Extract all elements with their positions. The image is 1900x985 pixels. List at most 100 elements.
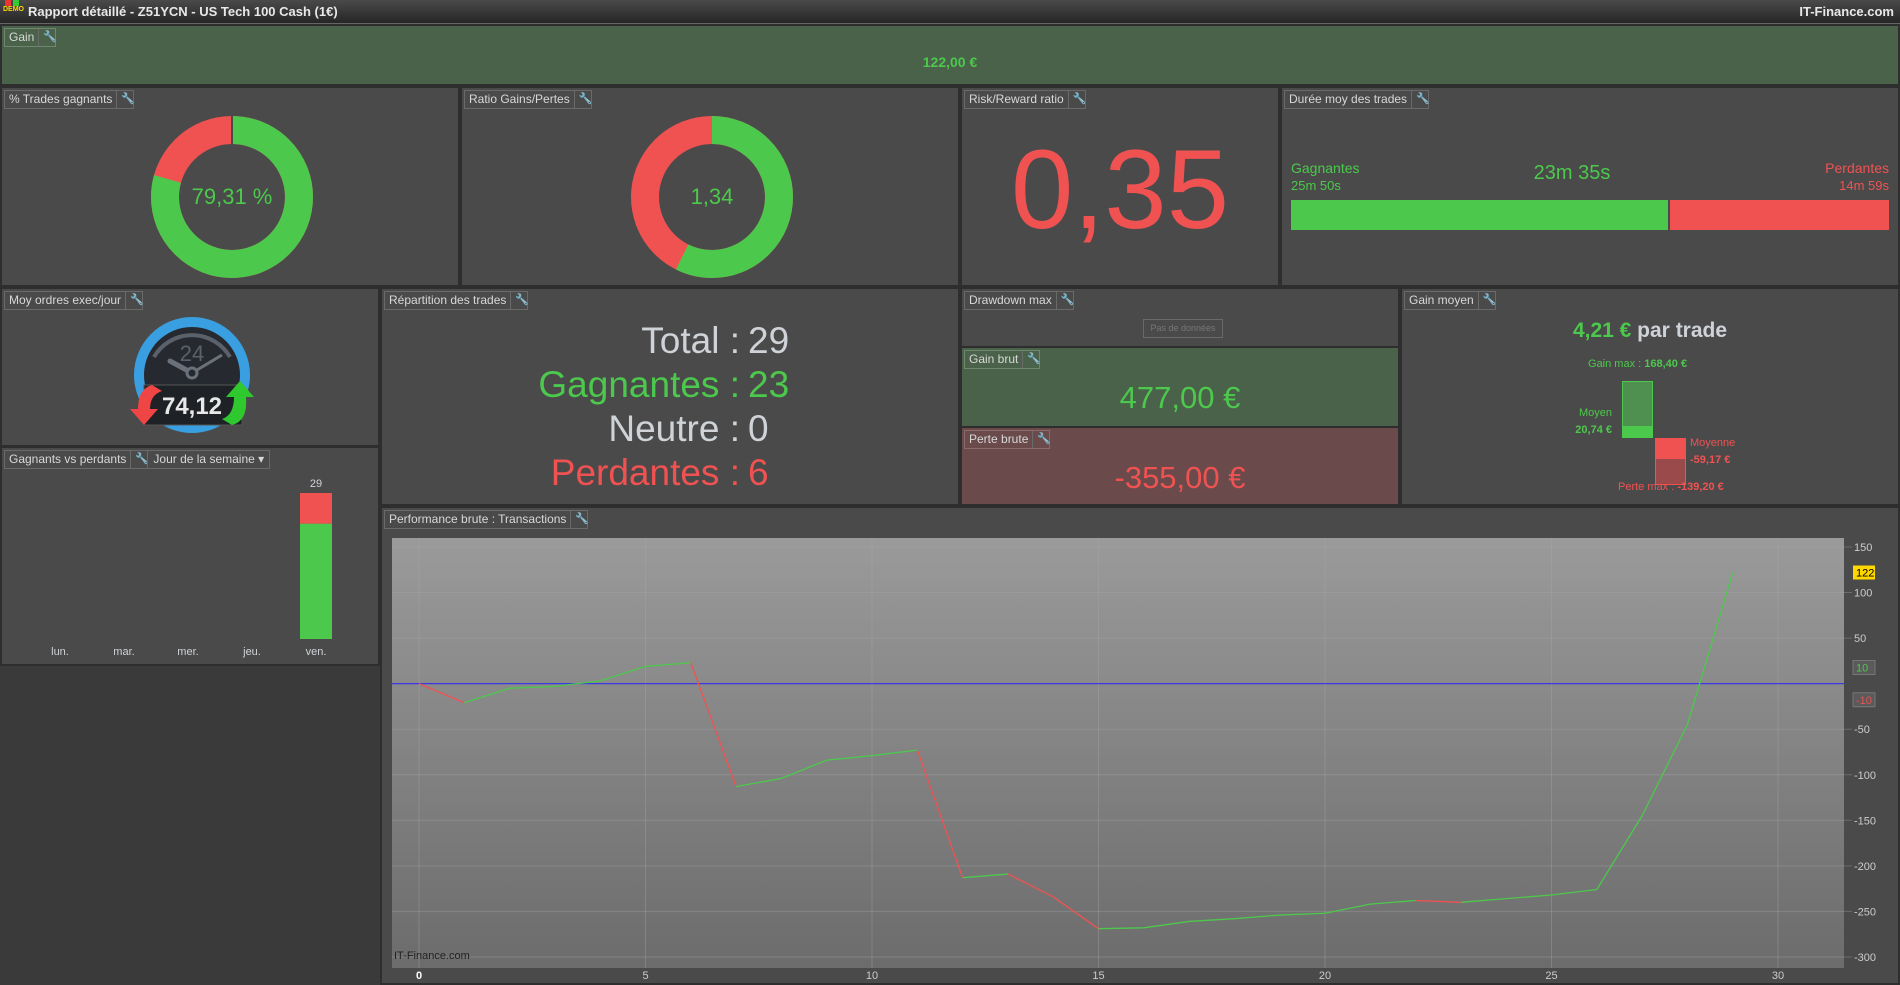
line-segment [1234, 914, 1280, 920]
wrench-icon[interactable]: 🔧 [1055, 292, 1074, 309]
avg-duration-value: 23m 35s [1533, 162, 1611, 184]
x-tick-label: mer. [177, 646, 198, 658]
ratio-value: 1,34 [690, 184, 734, 209]
risk-reward-header: Risk/Reward ratio 🔧 [964, 90, 1086, 109]
distribution-value: 0 [748, 408, 769, 449]
line-segment [1506, 894, 1552, 900]
avg-win-label: Moyen [1578, 407, 1612, 419]
distribution-panel: Répartition des trades 🔧 Total :29 Gagnant… [380, 287, 960, 506]
wrench-icon[interactable]: 🔧 [1032, 431, 1051, 448]
avg-loss-label: Moyenne [1690, 437, 1736, 449]
x-tick-label: mar. [113, 646, 134, 658]
win-rate-value: 79,31 % [191, 184, 273, 209]
svg-text:24: 24 [180, 341, 204, 366]
window-title: Rapport détaillé - Z51YCN - US Tech 100 … [28, 4, 338, 19]
distribution-label: Gagnantes : [538, 364, 740, 405]
title-bar: DEMO Rapport détaillé - Z51YCN - US Tech… [0, 0, 1900, 24]
duration-bar [1291, 200, 1889, 230]
wrench-icon[interactable]: 🔧 [510, 292, 529, 309]
wrench-icon[interactable]: 🔧 [1067, 91, 1086, 108]
wrench-icon[interactable]: 🔧 [570, 511, 589, 528]
distribution-row: Gagnantes :23 [382, 363, 958, 407]
value-badge-label: 10 [1856, 663, 1868, 675]
orders-panel: Moy ordres exec/jour 🔧 24 74,12 [0, 287, 380, 447]
clock-gauge-icon: 24 [130, 317, 254, 433]
ratio-donut [631, 116, 793, 278]
gain-value: 122,00 € [922, 54, 978, 70]
line-segment [1460, 897, 1507, 903]
line-segment [1324, 903, 1371, 914]
value-badge-label: -10 [1856, 695, 1872, 707]
wrench-icon[interactable]: 🔧 [1477, 292, 1496, 309]
y-tick-label: -150 [1854, 815, 1876, 827]
wrench-icon[interactable]: 🔧 [38, 29, 57, 46]
loss-duration-label: Perdantes [1825, 160, 1889, 176]
distribution-value: 6 [748, 452, 769, 493]
value-badge-label: 122 [1856, 568, 1874, 580]
line-segment [418, 683, 465, 704]
line-segment [781, 759, 827, 779]
wins-losses-header: Gagnants vs perdants 🔧 Jour de la semaine … [4, 450, 271, 469]
line-segment [1370, 899, 1416, 905]
win-duration-value: 25m 50s [1291, 178, 1341, 193]
line-segment [1415, 899, 1461, 903]
gain-header: Gain 🔧 [4, 28, 57, 47]
line-segment [464, 687, 510, 704]
gross-loss-panel: Perte brute 🔧 -355,00 € [960, 426, 1400, 506]
demo-red-icon [5, 0, 11, 6]
value-badge [1852, 692, 1876, 708]
line-segment [1279, 912, 1326, 916]
group-by-dropdown[interactable]: Jour de la semaine ▾ [147, 451, 269, 468]
wins-losses-panel: Gagnants vs perdants 🔧 Jour de la semaine … [0, 446, 380, 666]
demo-green-icon [13, 0, 19, 6]
line-segment [1098, 927, 1144, 930]
max-loss-bar [1655, 438, 1686, 485]
gross-gain-panel: Gain brut 🔧 477,00 € [960, 346, 1400, 428]
line-segment [1596, 815, 1643, 890]
x-tick-label: 5 [642, 970, 648, 982]
y-tick-label: -250 [1854, 906, 1876, 918]
distribution-row: Total :29 [382, 319, 958, 363]
gross-loss-header: Perte brute 🔧 [964, 430, 1051, 449]
win-rate-donut [151, 116, 313, 278]
x-tick-label: lun. [51, 646, 69, 658]
x-tick-label: jeu. [242, 646, 261, 658]
avg-loss-bar [1656, 439, 1685, 459]
win-duration-label: Gagnantes [1291, 160, 1360, 176]
wrench-icon[interactable]: 🔧 [125, 292, 144, 309]
line-segment [916, 749, 964, 878]
wrench-icon[interactable]: 🔧 [573, 91, 592, 108]
wrench-icon[interactable]: 🔧 [1022, 351, 1041, 368]
donut-win-arc [631, 116, 793, 278]
wrench-icon[interactable]: 🔧 [1411, 91, 1430, 108]
line-segment [554, 680, 601, 688]
ratio-header: Ratio Gains/Pertes 🔧 [464, 90, 592, 109]
gain-panel: Gain 🔧 122,00 € [0, 24, 1900, 86]
loss-duration-value: 14m 59s [1839, 178, 1889, 193]
chart-watermark: IT-Finance.com [394, 950, 470, 962]
max-gain-label: Gain max : 168,40 € [1588, 358, 1688, 370]
line-segment [735, 777, 782, 788]
line-segment [1052, 896, 1099, 930]
line-segment [1007, 873, 1054, 898]
line-segment [962, 873, 1008, 879]
y-tick-label: 150 [1854, 542, 1872, 554]
max-gain-bar [1622, 381, 1653, 438]
wrench-icon[interactable]: 🔧 [130, 451, 149, 468]
performance-panel: Performance brute : Transactions 🔧 0 5 10 15… [380, 506, 1900, 985]
risk-reward-panel: Risk/Reward ratio 🔧 0,35 [960, 86, 1280, 287]
gross-loss-value: -355,00 € [1114, 460, 1246, 495]
risk-reward-value: 0,35 [1011, 127, 1229, 252]
line-segment [1686, 572, 1734, 725]
distribution-header: Répartition des trades 🔧 [384, 291, 529, 310]
distribution-value: 29 [748, 320, 790, 361]
distribution-label: Total : [641, 320, 740, 361]
x-tick-label: 30 [1772, 970, 1784, 982]
chevron-down-icon: ▾ [258, 452, 265, 466]
wrench-icon[interactable]: 🔧 [116, 91, 135, 108]
line-segment [1189, 918, 1235, 923]
distribution-label: Neutre : [608, 408, 740, 449]
line-segment [509, 685, 555, 689]
win-rate-panel: % Trades gagnants 🔧 79,31 % [0, 86, 460, 287]
x-tick-label: 20 [1319, 970, 1331, 982]
